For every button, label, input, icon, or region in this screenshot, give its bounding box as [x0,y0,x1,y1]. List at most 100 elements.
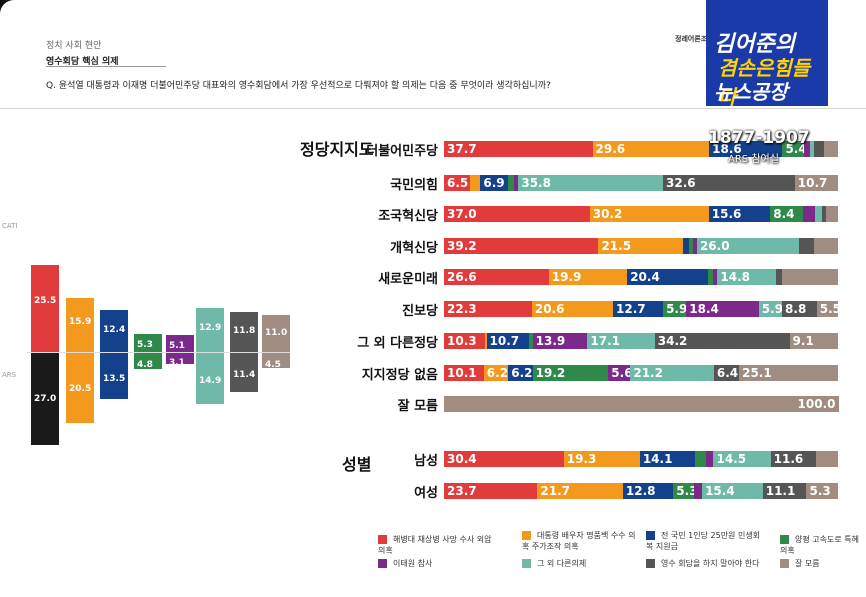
bar-segment [694,483,703,499]
bar-segment: 26.0 [696,238,800,254]
data-label: 21.2 [633,366,663,380]
bar-segment: 30.2 [589,206,710,222]
chart-panel [290,110,866,597]
bar-segment: 26.6 [444,269,550,285]
side-label-ars: ARS [2,371,17,379]
bar-segment [508,175,515,191]
data-label: 22.3 [447,302,477,316]
row-label: 지지정당 없음 [361,368,438,383]
bar-segment [695,451,707,467]
mini-bar-cati: 12.9 [196,308,224,352]
row-label: 새로운미래 [378,272,438,287]
bar-segment: 20.6 [531,301,614,317]
row-label: 국민의힘 [390,178,438,193]
data-label: 12.8 [625,484,656,498]
bar-segment: 17.1 [587,333,656,349]
data-label: 6.2 [486,366,509,380]
legend-swatch [646,531,655,540]
mini-bar-cati: 25.5 [31,265,59,352]
data-label: 35.8 [521,176,551,190]
bar-segment [514,175,519,191]
bar-segment: 9.1 [789,333,839,349]
data-label: 11.1 [765,484,796,498]
data-label: 8.8 [785,302,807,316]
mini-value: 3.1 [169,357,185,368]
bar-segment: 5.6 [608,365,633,381]
mini-value: 27.0 [34,394,57,405]
data-label: 30.4 [447,452,477,466]
data-label: 5.4 [785,142,807,156]
logo-box [706,0,828,106]
bar-segment [826,206,839,222]
bar-segment: 19.9 [548,269,628,285]
mini-bar-ars: 20.5 [66,353,94,423]
bar-segment: 29.6 [592,141,710,157]
logo-line3: 뉴스공장 [714,80,788,104]
mini-value: 12.9 [199,323,222,334]
data-label: 10.7 [797,176,828,190]
legend-item: 전 국민 1인당 25만원 민생회복 지원금 [646,530,764,552]
data-label: 39.2 [447,239,477,253]
bar-segment [814,238,839,254]
row-label: 더불어민주당 [366,144,438,159]
legend-swatch [780,535,789,544]
bar-segment [707,269,714,285]
logo-line2: 겸손은힘들다 [718,56,810,109]
bar-segment: 21.2 [630,365,715,381]
data-label: 19.3 [566,452,597,466]
mini-bar-cati: 12.4 [100,309,128,352]
data-label: 5.3 [809,484,831,498]
data-label: 37.0 [447,207,477,221]
bar-segment: 6.2 [483,365,509,381]
data-label: 9.1 [792,334,814,348]
bar-segment: 32.6 [663,175,796,191]
bar-segment [803,206,816,222]
legend-swatch [378,559,387,568]
bar-segment: 10.1 [444,365,485,381]
data-label: 10.3 [447,334,477,348]
mini-value: 5.3 [137,340,153,351]
data-label: 5.9 [761,302,784,316]
bar-segment: 18.4 [686,301,760,317]
legend-swatch [646,559,655,568]
bar-segment: 14.1 [639,451,696,467]
mini-value: 20.5 [69,384,92,395]
bar-segment: 5.3 [806,483,839,499]
data-label: 6.5 [447,176,469,190]
bar-segment [693,238,698,254]
bar-segment: 5.5 [816,301,841,317]
mini-bar-ars: 27.0 [31,353,59,445]
logo-line1: 김어준의 [714,32,795,57]
bar-segment: 39.2 [444,238,599,254]
bar-segment: 13.9 [532,333,588,349]
data-label: 18.4 [689,302,719,316]
data-label: 5.6 [611,366,633,380]
mini-bar-cati: 15.9 [66,297,94,352]
broadcast-logo: 김어준의 겸손은힘들다 뉴스공장 1877-1907 ARS 참여실 [706,0,828,165]
bar-segment [484,333,488,349]
legend-item: 잘 모름 [780,558,864,569]
data-label: 14.8 [720,270,751,284]
row-label: 진보당 [402,304,438,319]
bar-segment: 19.3 [563,451,641,467]
bar-segment: 37.0 [444,206,591,222]
row-label: 남성 [414,454,438,469]
data-label: 12.7 [616,302,646,316]
bar-segment [803,141,811,157]
mini-bar-ars: 14.9 [196,353,224,404]
logo-phone: 1877-1907 [708,128,810,148]
bar-segment [809,141,815,157]
bar-segment: 6.5 [444,175,471,191]
data-label: 5.5 [819,302,841,316]
bar-segment [799,238,815,254]
bar-segment [705,451,714,467]
mini-chart-baseline [27,352,297,353]
bar-segment [814,141,825,157]
bar-segment: 23.7 [444,483,538,499]
mini-bar-ars: 11.4 [230,353,258,392]
bar-segment [683,238,690,254]
mini-value: 11.4 [233,370,256,381]
data-label: 30.2 [592,207,623,221]
data-label: 6.2 [511,366,533,380]
bar-segment: 5.9 [663,301,687,317]
